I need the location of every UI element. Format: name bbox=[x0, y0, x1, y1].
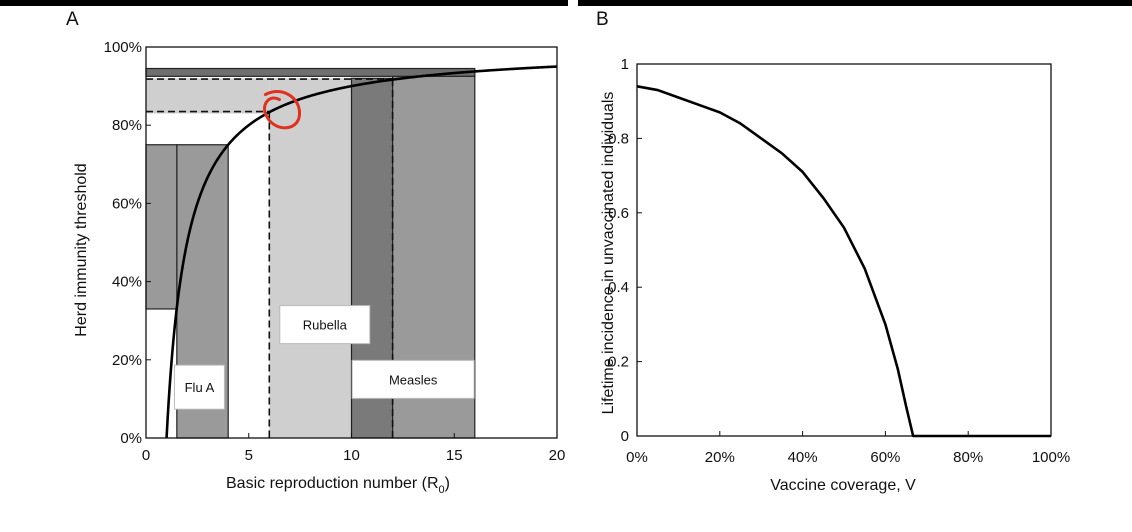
y-tick-label-b: 0.2 bbox=[608, 354, 629, 371]
plot-frame-b bbox=[636, 63, 1052, 437]
y-tick-label-b: 0 bbox=[621, 428, 629, 445]
y-tick-label-a: 0% bbox=[120, 430, 142, 447]
y-tick-label-a: 60% bbox=[112, 195, 142, 212]
y-axis-label-b: Lifetime incidence in unvaccinated indiv… bbox=[600, 92, 617, 415]
top-border bbox=[0, 0, 1132, 6]
x-tick-label-a: 5 bbox=[245, 447, 253, 464]
x-tick-label-b: 100% bbox=[1032, 449, 1070, 466]
label-box-2 bbox=[351, 359, 475, 399]
y-tick-label-a: 20% bbox=[112, 352, 142, 369]
red-circle-annotation bbox=[263, 90, 301, 130]
label-box-1 bbox=[279, 305, 371, 345]
chart-panel-a: Flu A Rubella Measles 0 5 10 15 20 0% 20% 40% 60% 80… bbox=[104, 39, 566, 464]
herd-immunity-curve bbox=[165, 65, 558, 439]
region-rubella-block bbox=[269, 78, 352, 438]
label-box-0 bbox=[173, 364, 225, 410]
x-tick-label-b: 0% bbox=[626, 449, 648, 466]
chart-panel-b: 0% 20% 40% 60% 80% 100% 0 0.2 0.4 0.6 0.8 1 bbox=[608, 56, 1070, 466]
y-tick-label-b: 0.8 bbox=[608, 130, 629, 147]
y-tick-label-b: 1 bbox=[621, 56, 629, 73]
x-axis-label-a: Basic reproduction number (R0) bbox=[226, 475, 450, 496]
region-label-rubella: Rubella bbox=[303, 318, 348, 333]
y-axis-label-a: Herd immunity threshold bbox=[73, 163, 90, 336]
panel-letter-b: B bbox=[596, 9, 609, 30]
incidence-curve bbox=[636, 85, 1051, 438]
x-tick-label-a: 0 bbox=[142, 447, 150, 464]
x-tick-label-b: 80% bbox=[953, 449, 983, 466]
y-tick-label-b: 0.4 bbox=[608, 279, 629, 296]
y-tick-label-a: 80% bbox=[112, 117, 142, 134]
x-tick-label-a: 20 bbox=[549, 447, 566, 464]
region-rubella-band bbox=[146, 78, 270, 114]
top-border-gap bbox=[568, 0, 578, 6]
y-tick-label-b: 0.6 bbox=[608, 205, 629, 222]
panel-letter-a: A bbox=[66, 9, 79, 30]
y-tick-label-a: 40% bbox=[112, 274, 142, 291]
x-tick-label-b: 20% bbox=[705, 449, 735, 466]
x-axis-label-b: Vaccine coverage, V bbox=[770, 477, 916, 494]
x-tick-label-a: 15 bbox=[446, 447, 463, 464]
x-tick-label-b: 40% bbox=[788, 449, 818, 466]
region-label-measles: Measles bbox=[389, 372, 438, 387]
region-label-flu-a: Flu A bbox=[185, 380, 215, 395]
x-tick-label-a: 10 bbox=[343, 447, 360, 464]
y-tick-label-a: 100% bbox=[104, 39, 142, 56]
region-flu-a-band bbox=[145, 144, 178, 310]
x-tick-label-b: 60% bbox=[870, 449, 900, 466]
